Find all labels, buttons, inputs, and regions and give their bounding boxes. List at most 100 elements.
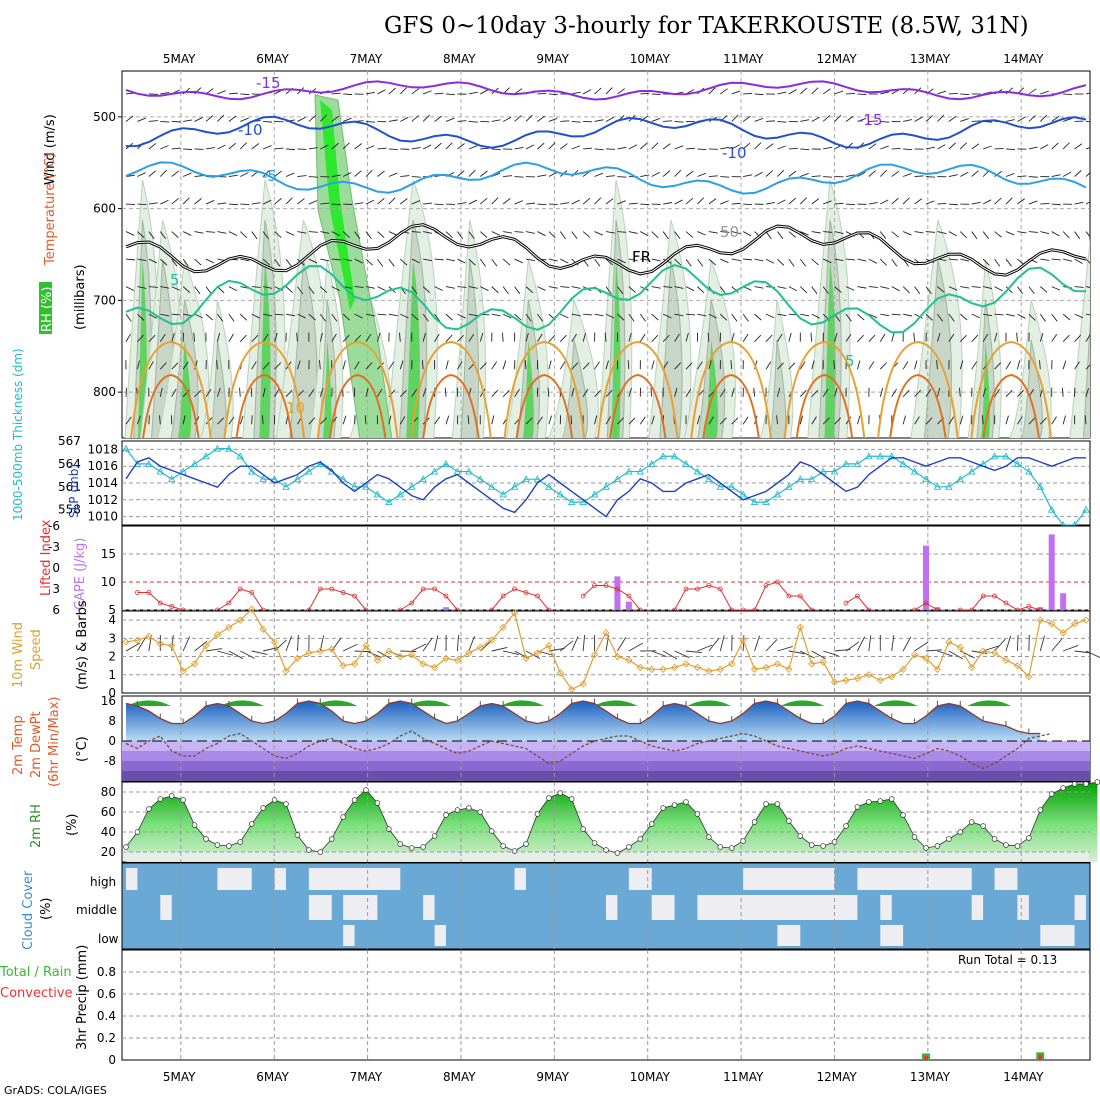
wind-barb: [651, 286, 661, 289]
wind-barb: [594, 87, 602, 95]
wind-barb: [548, 415, 552, 425]
lifted-point: [1026, 604, 1032, 609]
thickness-point: [682, 459, 690, 467]
rh-point: [443, 812, 449, 818]
wind-barb: [239, 387, 241, 397]
wind-barb: [948, 258, 958, 261]
wind-barb: [182, 231, 192, 236]
wind-barb: [251, 334, 259, 342]
wind10-barb: [891, 635, 895, 652]
rh-point: [454, 807, 461, 813]
wind-barb: [560, 313, 569, 319]
wind-barb: [834, 231, 844, 234]
wind-barb: [868, 334, 876, 342]
wind-barb: [720, 146, 730, 150]
rh-fill-area: [126, 782, 1098, 862]
temp-line: [125, 700, 1041, 735]
wind-barb: [1040, 144, 1049, 150]
wind-barb: [765, 361, 772, 370]
wind-barb: [365, 333, 372, 342]
wind10-point: [510, 609, 519, 617]
wind-barb: [765, 170, 774, 177]
wind-barb: [663, 286, 673, 288]
wind-barb: [148, 415, 150, 425]
wind10-barb: [937, 650, 953, 657]
thickness-point: [167, 475, 176, 483]
wind10-barb: [902, 636, 912, 652]
wind-barb: [799, 389, 807, 398]
lifted-point: [923, 600, 929, 606]
wind10-ticks: 0 1 2 3 4: [108, 613, 116, 700]
wind-barb: [354, 231, 361, 240]
bottom-date-label: 6MAY: [256, 1070, 289, 1084]
wind-barb: [639, 416, 646, 425]
cloud-row-middle: middle: [76, 903, 117, 917]
wind10-point: [133, 636, 142, 644]
wind-barb: [297, 231, 307, 234]
wind-barb: [697, 286, 705, 294]
wind-barb: [285, 313, 295, 317]
wind-barb: [479, 362, 487, 370]
precip-grid: [122, 950, 1090, 1060]
wind-barb: [937, 114, 945, 122]
wind-barb: [514, 313, 522, 321]
wind-barb: [1051, 115, 1060, 122]
rh-point: [843, 823, 849, 829]
wind-barb: [1040, 258, 1050, 261]
lifted-point: [1003, 600, 1009, 606]
wind-barb: [1017, 116, 1026, 122]
slp-tick-label: 1016: [87, 459, 118, 473]
wind-barb: [377, 147, 387, 150]
wind10-barb: [182, 636, 191, 652]
wind10-barb: [948, 650, 964, 660]
wind-barb: [445, 415, 450, 425]
wind-barb: [651, 258, 661, 262]
lifted-point: [169, 604, 175, 609]
wind-barb: [662, 313, 672, 319]
rh-streak-core: [824, 260, 836, 438]
wind10-point: [236, 616, 244, 624]
wind-barb: [594, 172, 604, 177]
wind-barb: [411, 389, 418, 397]
wind-barb: [765, 258, 775, 264]
wind-barb: [1005, 148, 1016, 151]
rh-point: [248, 821, 255, 827]
wind-barb: [662, 231, 669, 240]
thickness-point: [270, 475, 279, 483]
wind10-point: [1048, 620, 1056, 628]
wind10-point: [168, 641, 176, 650]
wind10-point: [476, 643, 484, 652]
thickness-point: [442, 459, 450, 467]
wind-barb: [354, 170, 362, 177]
wind-barb: [399, 360, 404, 370]
wind-barb: [148, 334, 156, 342]
wind-barb: [857, 258, 867, 262]
wind-barb: [434, 92, 444, 95]
wind-barb: [662, 334, 670, 342]
wind-barb: [651, 360, 655, 370]
wind10-point: [270, 638, 279, 646]
wind10-barb: [1016, 634, 1019, 652]
wind-barb: [148, 202, 158, 205]
wind-barb: [445, 231, 453, 239]
wind-barb: [216, 360, 218, 370]
wind-barb: [388, 87, 396, 95]
thickness-point: [247, 467, 256, 475]
wind-barb: [708, 231, 718, 234]
wind-barb: [948, 333, 955, 342]
wind-barb: [800, 148, 810, 151]
wind-barb: [365, 121, 376, 123]
rh-tick-label: 80: [101, 785, 116, 799]
wind-barb: [308, 313, 316, 321]
rh-point: [648, 821, 655, 827]
wind-barb: [731, 387, 735, 397]
wind-barb: [354, 202, 364, 205]
wind-barb: [125, 313, 132, 322]
wind-barb: [742, 142, 751, 150]
thickness-point: [259, 475, 267, 483]
temp-band: [122, 741, 1090, 751]
wind-barb: [937, 90, 947, 95]
wind-barb: [571, 121, 581, 123]
wind-barb: [937, 144, 946, 150]
thickness-point: [396, 490, 405, 498]
